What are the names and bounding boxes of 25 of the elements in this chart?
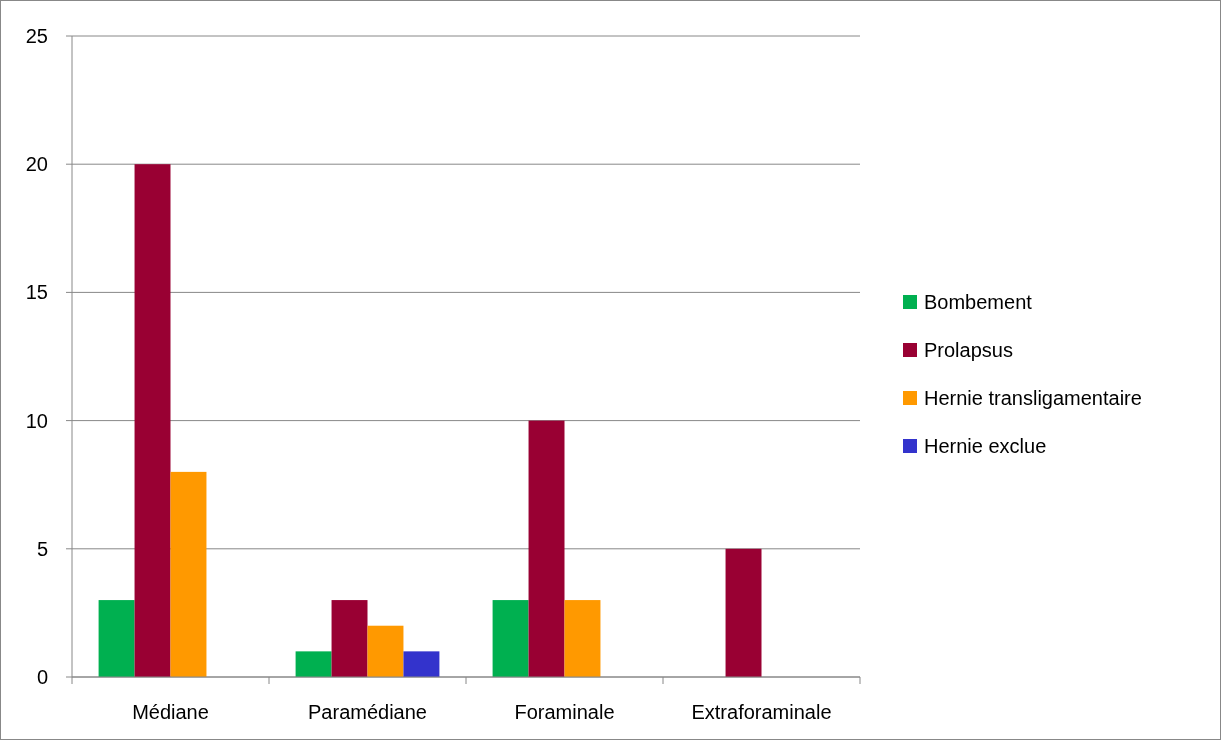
y-tick-label: 20	[25, 153, 48, 176]
bar	[403, 651, 440, 677]
bar	[134, 164, 171, 677]
bar	[564, 600, 601, 677]
bar	[725, 548, 762, 677]
x-tick-label: Extraforaminale	[691, 701, 832, 723]
legend-label: Hernie exclue	[924, 435, 1047, 457]
y-tick-label: 0	[36, 666, 48, 688]
bar	[98, 600, 135, 677]
y-tick-label: 10	[25, 409, 48, 432]
legend-label: Bombement	[924, 291, 1033, 313]
x-tick-label: Paramédiane	[308, 701, 427, 723]
bar	[331, 600, 368, 677]
legend-label: Hernie transligamentaire	[924, 387, 1142, 409]
legend-label: Prolapsus	[924, 339, 1013, 361]
y-tick-label: 5	[36, 537, 48, 560]
x-tick-label: Médiane	[132, 701, 209, 723]
y-tick-label: 25	[25, 25, 48, 47]
bar	[170, 471, 207, 677]
bar	[528, 420, 565, 677]
y-tick-label: 15	[25, 281, 48, 304]
bar	[295, 651, 332, 677]
x-tick-label: Foraminale	[514, 701, 615, 723]
bar	[367, 625, 404, 677]
bar	[492, 600, 529, 677]
